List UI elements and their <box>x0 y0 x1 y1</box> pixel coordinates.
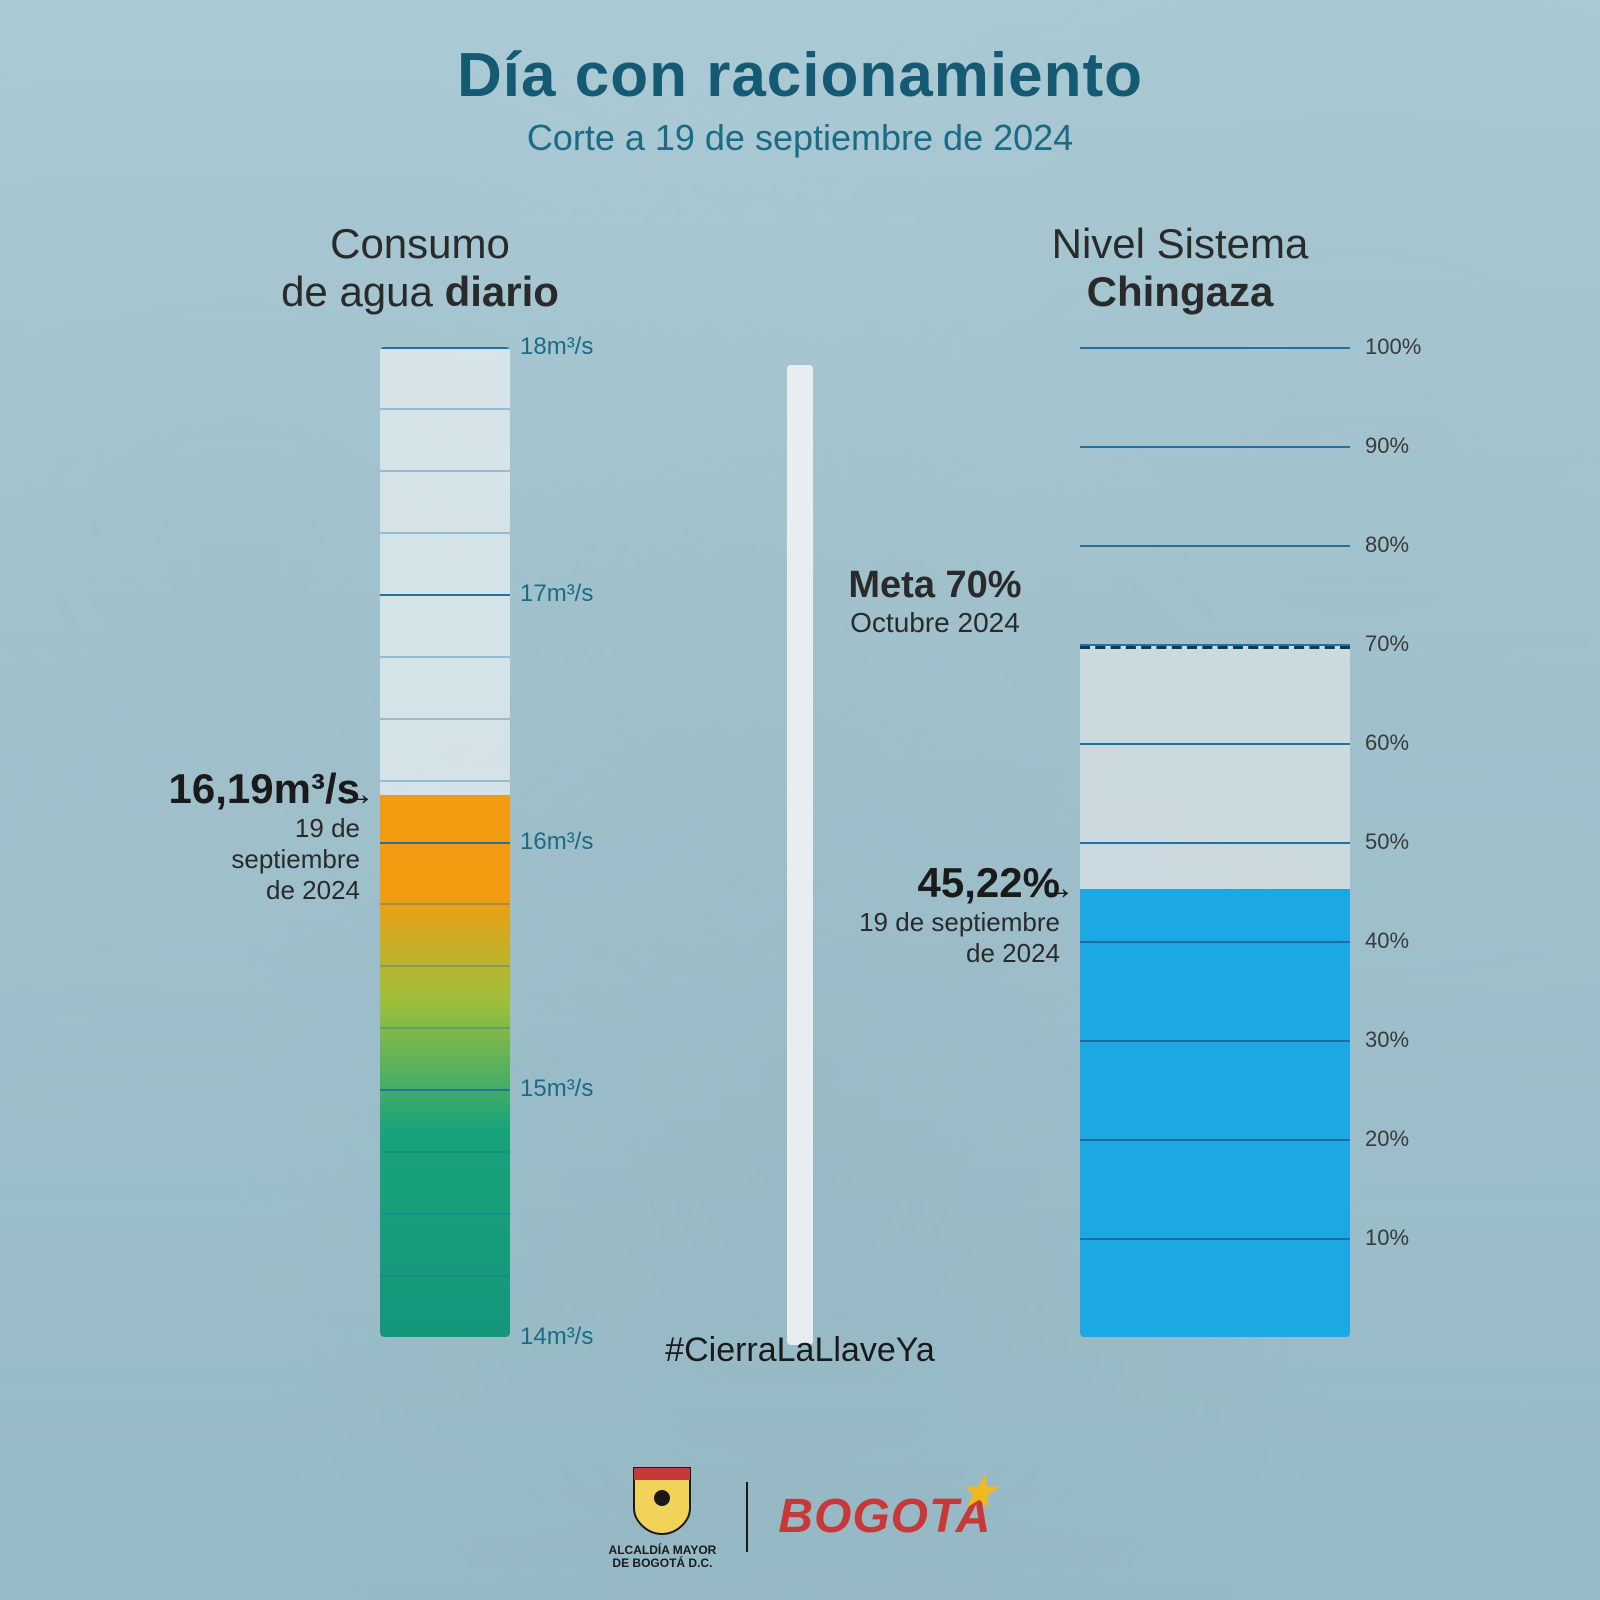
panel-consumption-title: Consumo de agua diario <box>50 220 790 317</box>
consumption-tick-major <box>380 842 510 844</box>
consumption-tick-major <box>380 1089 510 1091</box>
reservoir-tick-label: 100% <box>1365 334 1421 360</box>
consumption-tick-minor <box>380 532 510 534</box>
reservoir-arrow-icon: → <box>1041 869 1075 908</box>
bogota-text: BOGOT <box>778 1490 955 1543</box>
consumption-tick-label: 14m³/s <box>520 1323 593 1351</box>
panel-consumption-title-line2b: diario <box>445 268 559 315</box>
reservoir-tick <box>1080 842 1350 844</box>
page-subtitle: Corte a 19 de septiembre de 2024 <box>0 117 1600 159</box>
reservoir-tick <box>1080 347 1350 349</box>
panel-reservoir-title: Nivel Sistema Chingaza <box>810 220 1550 317</box>
reservoir-fill-divider <box>1080 941 1350 943</box>
reservoir-date-line2: de 2024 <box>810 938 1060 969</box>
footer-shield: ALCALDÍA MAYOR DE BOGOTÁ D.C. <box>609 1464 717 1570</box>
consumption-date-line2: de 2024 <box>169 875 360 906</box>
consumption-tick-minor <box>380 408 510 410</box>
reservoir-tick <box>1080 743 1350 745</box>
reservoir-value: 45,22% <box>810 859 1060 907</box>
consumption-bar-fill <box>380 795 510 1337</box>
consumption-tick-major <box>380 347 510 349</box>
star-icon: ★ <box>959 1467 998 1516</box>
panel-consumption-title-line2a: de agua <box>281 268 445 315</box>
reservoir-tick-label: 50% <box>1365 829 1409 855</box>
reservoir-tick <box>1080 446 1350 448</box>
footer-bogota-logo: BOGOTA ★ <box>778 1489 991 1544</box>
reservoir-meta-date: Octubre 2024 <box>810 607 1060 639</box>
reservoir-tick-label: 90% <box>1365 433 1409 459</box>
reservoir-bar-area: Meta 70% Octubre 2024 45,22% 19 de septi… <box>1080 347 1350 1337</box>
consumption-tick-minor <box>380 1027 510 1029</box>
reservoir-meta-label: Meta 70% Octubre 2024 <box>810 564 1060 639</box>
page-title: Día con racionamiento <box>0 40 1600 111</box>
panel-reservoir-title-line1: Nivel Sistema <box>1052 220 1309 267</box>
consumption-tick-label: 18m³/s <box>520 333 593 361</box>
consumption-date-line1: 19 de septiembre <box>169 813 360 875</box>
reservoir-fill-divider <box>1080 1238 1350 1240</box>
reservoir-meta-value: Meta 70% <box>810 564 1060 607</box>
consumption-tick-label: 15m³/s <box>520 1075 593 1103</box>
reservoir-bar-fill <box>1080 889 1350 1337</box>
panel-consumption: Consumo de agua diario 16,19m³/s 19 de s… <box>50 220 790 1337</box>
reservoir-callout: 45,22% 19 de septiembre de 2024 <box>810 859 1060 969</box>
footer-divider <box>746 1482 748 1552</box>
consumption-tick-minor <box>380 656 510 658</box>
consumption-tick-major <box>380 594 510 596</box>
reservoir-fill-divider <box>1080 1139 1350 1141</box>
footer: ALCALDÍA MAYOR DE BOGOTÁ D.C. BOGOTA ★ <box>0 1464 1600 1570</box>
footer-shield-label: ALCALDÍA MAYOR DE BOGOTÁ D.C. <box>609 1544 717 1570</box>
consumption-tick-label: 17m³/s <box>520 580 593 608</box>
consumption-tick-minor <box>380 780 510 782</box>
reservoir-tick-label: 60% <box>1365 730 1409 756</box>
footer-shield-label-line1: ALCALDÍA MAYOR <box>609 1543 717 1557</box>
reservoir-fill-divider <box>1080 1040 1350 1042</box>
consumption-tick-minor <box>380 718 510 720</box>
consumption-value: 16,19m³/s <box>169 765 360 813</box>
reservoir-tick-label: 40% <box>1365 928 1409 954</box>
consumption-tick-minor <box>380 1151 510 1153</box>
shield-icon <box>630 1464 694 1538</box>
consumption-arrow-icon: → <box>341 775 375 814</box>
consumption-tick-minor <box>380 965 510 967</box>
footer-shield-label-line2: DE BOGOTÁ D.C. <box>612 1556 712 1570</box>
consumption-tick-minor <box>380 470 510 472</box>
hashtag: #CierraLaLlaveYa <box>665 1331 935 1370</box>
reservoir-tick <box>1080 644 1350 646</box>
consumption-tick-label: 16m³/s <box>520 828 593 856</box>
reservoir-date-line1: 19 de septiembre <box>810 907 1060 938</box>
panels: Consumo de agua diario 16,19m³/s 19 de s… <box>0 220 1600 1337</box>
panel-reservoir-title-line2: Chingaza <box>1087 268 1274 315</box>
reservoir-tick <box>1080 545 1350 547</box>
consumption-tick-minor <box>380 903 510 905</box>
panel-reservoir: Nivel Sistema Chingaza Meta 70% Octubre … <box>810 220 1550 1337</box>
reservoir-tick-label: 30% <box>1365 1027 1409 1053</box>
consumption-bar-area: 16,19m³/s 19 de septiembre de 2024 → 14m… <box>380 347 510 1337</box>
panel-consumption-title-line1: Consumo <box>330 220 510 267</box>
consumption-tick-minor <box>380 1275 510 1277</box>
reservoir-tick-label: 20% <box>1365 1126 1409 1152</box>
reservoir-tick-label: 80% <box>1365 532 1409 558</box>
header: Día con racionamiento Corte a 19 de sept… <box>0 40 1600 159</box>
consumption-callout: 16,19m³/s 19 de septiembre de 2024 <box>169 765 360 907</box>
consumption-tick-minor <box>380 1213 510 1215</box>
reservoir-tick-label: 70% <box>1365 631 1409 657</box>
reservoir-tick-label: 10% <box>1365 1225 1409 1251</box>
consumption-bar <box>380 347 510 1337</box>
